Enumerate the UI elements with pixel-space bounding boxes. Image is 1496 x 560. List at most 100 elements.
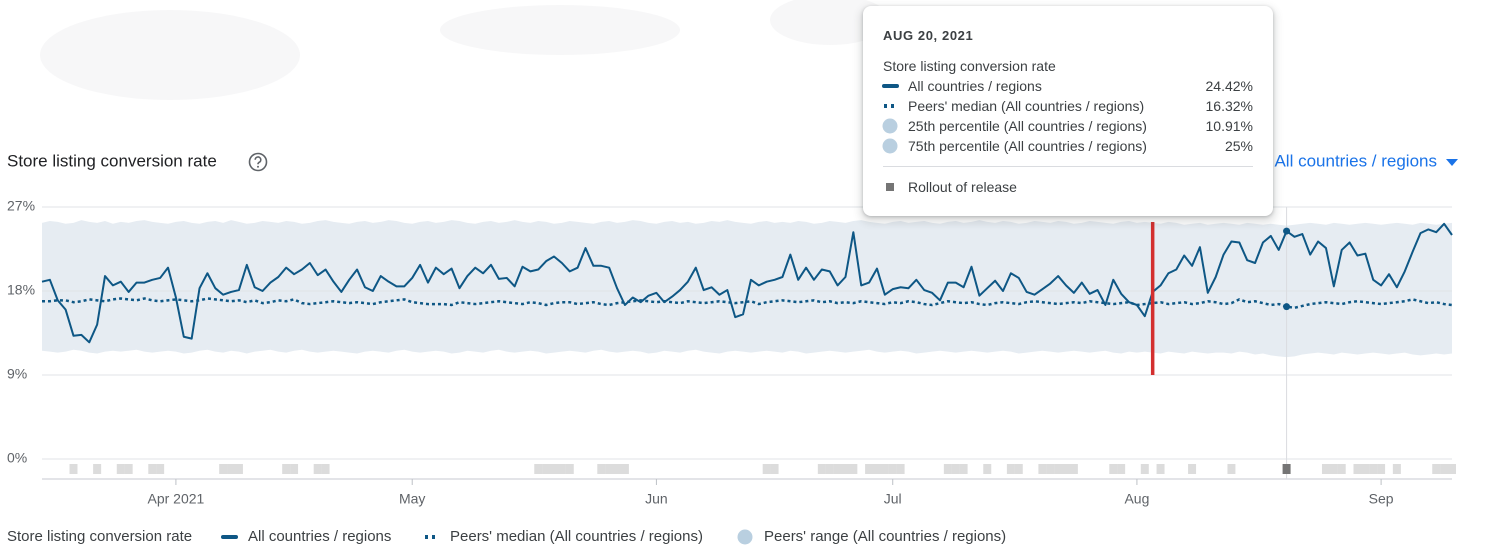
series-line xyxy=(41,222,1453,344)
rollout-marker xyxy=(817,464,826,474)
median-line xyxy=(42,297,1453,310)
rollout-marker xyxy=(282,464,291,474)
rollout-marker xyxy=(1046,464,1055,474)
filter-dropdown[interactable]: All countries / regions xyxy=(1274,151,1437,170)
hover-dot xyxy=(1283,227,1291,235)
rollout-marker xyxy=(880,464,889,474)
legend-label: All countries / regions xyxy=(248,528,391,545)
rollout-marker xyxy=(1014,464,1023,474)
tooltip: AUG 20, 2021 Store listing conversion ra… xyxy=(863,6,1273,216)
range-band xyxy=(42,220,1452,358)
x-tick-label: Jul xyxy=(884,491,902,507)
tooltip-value: 24.42% xyxy=(1205,78,1253,94)
rollout-marker xyxy=(762,464,771,474)
y-tick-label: 0% xyxy=(7,450,27,466)
rollout-marker xyxy=(888,464,897,474)
rollout-marker xyxy=(1227,464,1236,474)
rollout-marker xyxy=(849,464,858,474)
rollout-marker xyxy=(542,464,551,474)
dropdown-arrow[interactable] xyxy=(1446,159,1458,166)
rollout-marker xyxy=(550,464,559,474)
rollout-marker xyxy=(620,464,629,474)
rollout-marker xyxy=(156,464,165,474)
tooltip-label: 75th percentile (All countries / regions… xyxy=(908,138,1147,154)
tooltip-label: All countries / regions xyxy=(908,78,1042,94)
rollout-marker xyxy=(313,464,322,474)
tooltip-rollout: Rollout of release xyxy=(908,179,1017,195)
legend-label: Peers' range (All countries / regions) xyxy=(764,528,1006,545)
rollout-marker xyxy=(227,464,236,474)
rollout-marker xyxy=(1392,464,1401,474)
rollout-marker xyxy=(1337,464,1346,474)
rollout-marker xyxy=(557,464,566,474)
rollout-marker xyxy=(1140,464,1149,474)
rollout-marker xyxy=(1156,464,1165,474)
rollout-marker xyxy=(1321,464,1330,474)
rollout-marker xyxy=(951,464,960,474)
swatch-circle xyxy=(882,118,898,134)
rollout-marker xyxy=(943,464,952,474)
rollout-marker xyxy=(1377,464,1386,474)
rollout-marker xyxy=(896,464,905,474)
legend-label: Peers' median (All countries / regions) xyxy=(450,528,703,545)
rollout-marker xyxy=(1353,464,1362,474)
rollout-marker xyxy=(69,464,78,474)
rollout-marker xyxy=(1006,464,1015,474)
rollout-marker xyxy=(1440,464,1449,474)
tooltip-separator xyxy=(883,166,1253,167)
rollout-marker xyxy=(1054,464,1063,474)
x-tick-label: May xyxy=(399,491,425,507)
x-tick-label: Apr 2021 xyxy=(147,491,204,507)
background-blur xyxy=(40,0,890,100)
rollout-marker xyxy=(1188,464,1197,474)
rollout-marker xyxy=(1062,464,1071,474)
chart-title: Store listing conversion rate xyxy=(7,151,217,170)
rollout-marker xyxy=(148,464,157,474)
tooltip-swatches xyxy=(882,84,899,191)
rollout-marker xyxy=(872,464,881,474)
x-tick-label: Sep xyxy=(1369,491,1394,507)
tooltip-value: 10.91% xyxy=(1205,118,1253,134)
rollout-marker xyxy=(1282,464,1291,474)
rollout-marker xyxy=(534,464,543,474)
swatch-square xyxy=(886,183,894,191)
tooltip-title: Store listing conversion rate xyxy=(883,58,1056,74)
rollout-marker xyxy=(833,464,842,474)
y-tick-label: 27% xyxy=(7,198,35,214)
rollout-marker xyxy=(234,464,243,474)
help-icon[interactable] xyxy=(248,152,268,172)
rollout-marker xyxy=(1448,464,1456,474)
rollout-marker xyxy=(959,464,968,474)
swatch-circle xyxy=(882,138,898,154)
tooltip-value: 25% xyxy=(1224,138,1253,154)
rollout-marker xyxy=(597,464,606,474)
y-tick-label: 18% xyxy=(7,282,35,298)
rollout-marker xyxy=(1432,464,1441,474)
rollout-marker xyxy=(841,464,850,474)
x-tick-label: Aug xyxy=(1124,491,1149,507)
tooltip-value: 16.32% xyxy=(1205,98,1253,114)
rollout-marker xyxy=(116,464,125,474)
plot-area: 0% 9% 18% 27% Apr 2021 May Jun Jul Aug Sep xyxy=(7,198,1456,507)
legend: All countries / regions Peers' median (Al… xyxy=(221,528,1006,545)
tooltip-label: Peers' median (All countries / regions) xyxy=(908,98,1145,114)
rollout-marker xyxy=(565,464,574,474)
rollout-marker xyxy=(124,464,133,474)
legend-swatch xyxy=(737,529,753,545)
rollout-marker xyxy=(1038,464,1047,474)
rollout-marker xyxy=(1369,464,1378,474)
rollout-marker xyxy=(613,464,622,474)
tooltip-date: AUG 20, 2021 xyxy=(883,28,974,43)
rollout-marker xyxy=(1109,464,1118,474)
rollout-marker xyxy=(865,464,874,474)
rollout-marker xyxy=(1329,464,1338,474)
rollout-marker xyxy=(1361,464,1370,474)
y-tick-label: 9% xyxy=(7,366,27,382)
rollout-marker xyxy=(219,464,228,474)
rollout-marker xyxy=(1069,464,1078,474)
tooltip-label: 25th percentile (All countries / regions… xyxy=(908,118,1147,134)
rollout-marker xyxy=(605,464,614,474)
